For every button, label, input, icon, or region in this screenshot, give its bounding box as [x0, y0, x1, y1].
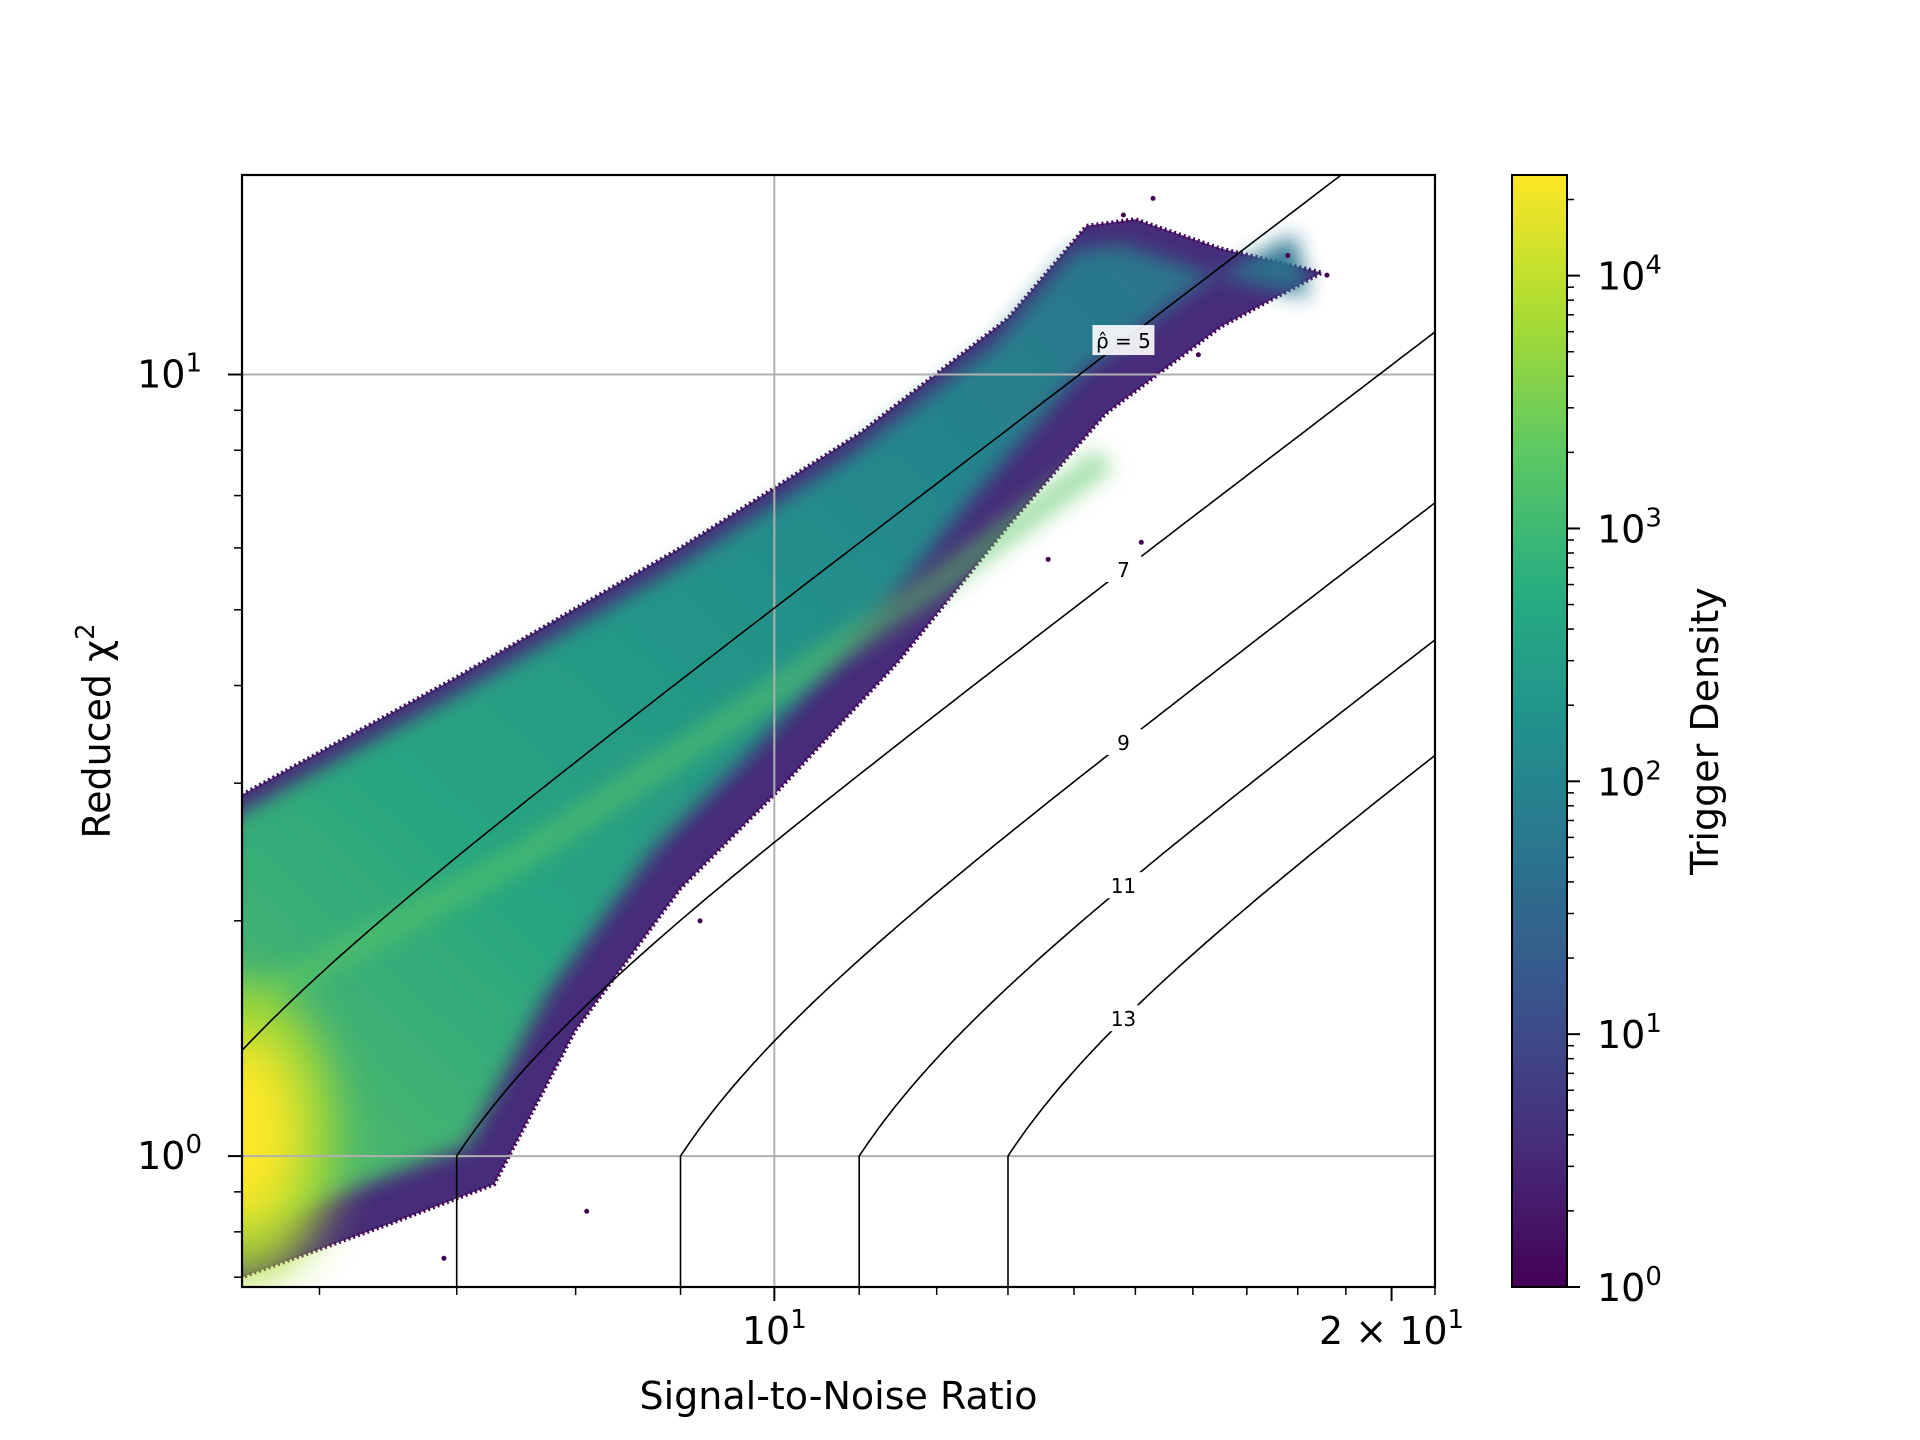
contour-label-7: 7 [1117, 558, 1130, 582]
outlier-point [441, 1255, 447, 1261]
y-axis: 100 101 [137, 349, 242, 1278]
contour-label-11: 11 [1111, 874, 1136, 898]
colorbar-tick-label: 102 [1597, 756, 1662, 804]
y-axis-label: Reduced χ2 [71, 623, 119, 838]
outlier-point [1324, 272, 1330, 278]
outlier-point [584, 1208, 590, 1214]
contour-label-box [1105, 1005, 1142, 1032]
x-tick-label: 101 [742, 1305, 807, 1353]
contour-line-9 [679, 501, 1435, 1287]
contour-label-13: 13 [1111, 1007, 1136, 1031]
outlier-point [1150, 195, 1156, 201]
density-inner-band [242, 234, 1309, 1229]
density-layer [242, 195, 1330, 1283]
colorbar-label: Trigger Density [1683, 587, 1727, 876]
outlier-point [1045, 556, 1051, 562]
outlier-point [1285, 252, 1291, 258]
x-axis-label: Signal-to-Noise Ratio [639, 1374, 1037, 1418]
contour-line-13 [1007, 754, 1435, 1287]
plot-frame [240, 173, 1437, 1289]
colorbar-tick-label: 100 [1597, 1262, 1662, 1310]
contour-label-5: ρ̂ = 5 [1096, 329, 1151, 353]
colorbar-gradient [1511, 174, 1568, 1288]
contour-label-9: 9 [1117, 731, 1130, 755]
colorbar-tick-label: 101 [1597, 1009, 1662, 1057]
colorbar: 100 101 102 103 104 [1511, 174, 1662, 1310]
x-axis: 101 2 × 101 [318, 1287, 1464, 1353]
density-core [242, 1037, 297, 1228]
x-tick-label: 2 × 101 [1319, 1305, 1464, 1353]
outlier-point [1195, 352, 1201, 358]
contour-label-box [1092, 325, 1155, 356]
y-tick-label: 100 [137, 1130, 202, 1178]
outlier-point [697, 918, 703, 924]
density-ridge [242, 448, 1113, 1019]
contour-label-box [1105, 872, 1142, 899]
contour-line-7 [455, 330, 1435, 1287]
colorbar-tick-label: 103 [1597, 503, 1662, 551]
contour-label-box [1105, 728, 1142, 755]
contour-line-11 [858, 638, 1435, 1287]
y-tick-label: 101 [137, 349, 202, 397]
contour-label-box [1105, 556, 1142, 583]
colorbar-tick-label: 104 [1597, 251, 1662, 299]
outlier-point [1138, 539, 1144, 545]
plot-area: ρ̂ = 5 7 9 11 13 101 2 × 101 100 101 [137, 173, 1464, 1353]
contour-labels: ρ̂ = 5 7 9 11 13 [1092, 325, 1155, 1032]
outlier-point [1120, 212, 1126, 218]
